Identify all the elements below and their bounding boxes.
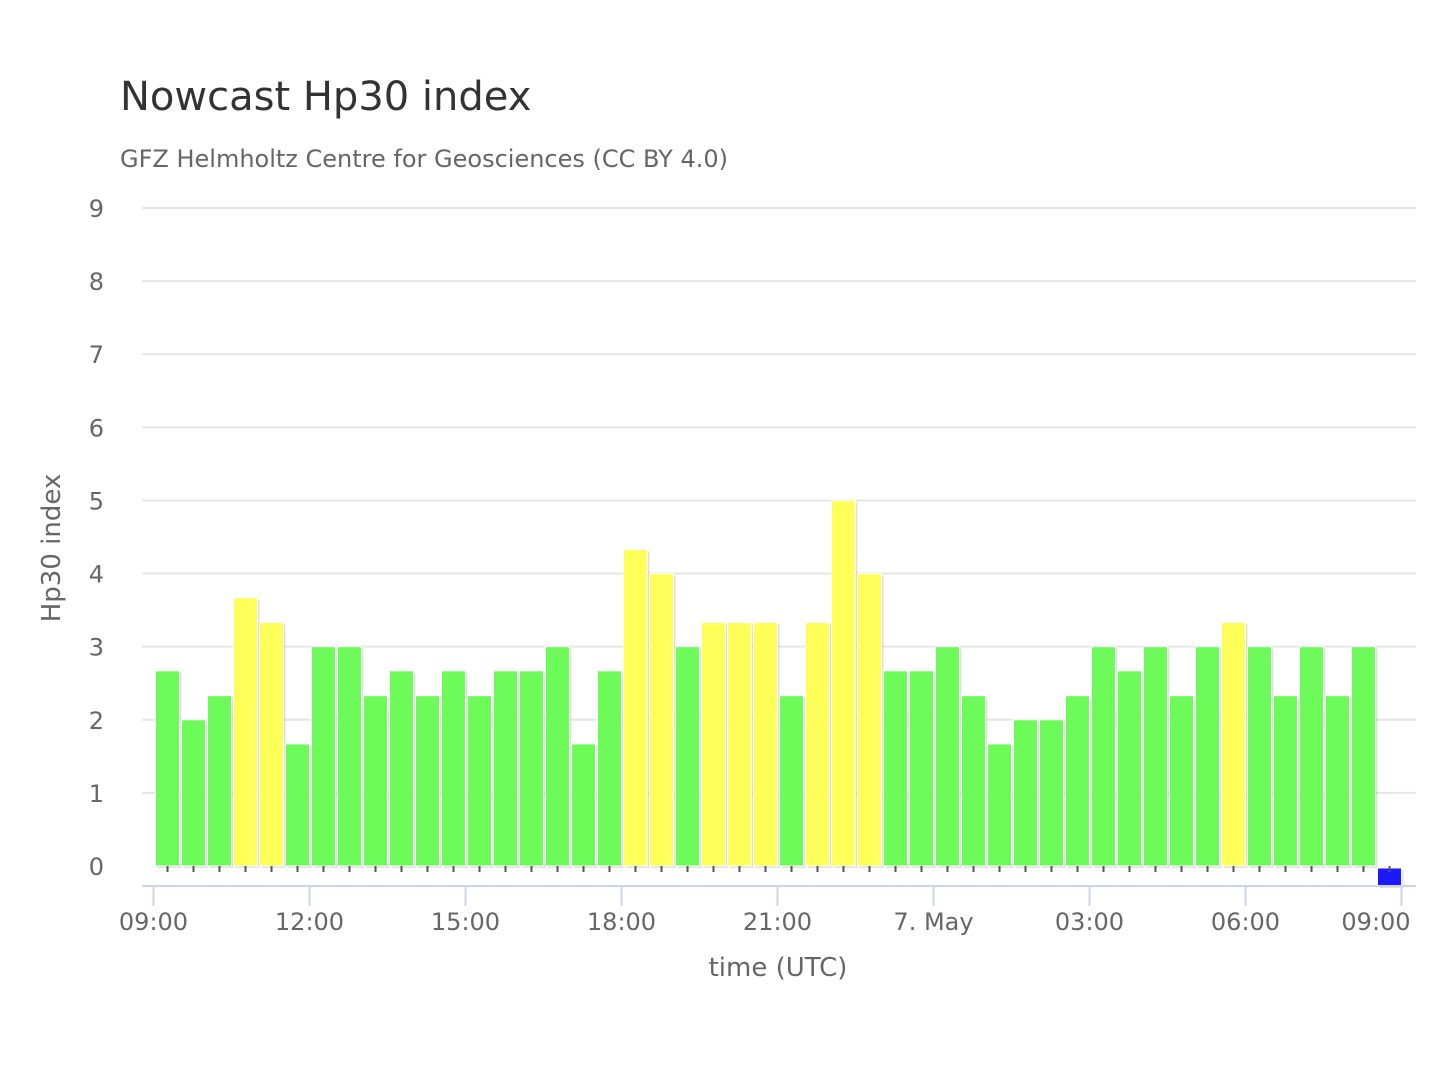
bar[interactable] <box>1039 719 1064 867</box>
bar[interactable] <box>1221 622 1246 867</box>
bar[interactable] <box>831 499 856 867</box>
bar[interactable] <box>649 573 674 867</box>
bar[interactable] <box>441 670 466 867</box>
bar[interactable] <box>337 646 362 867</box>
y-tick-label: 5 <box>89 487 104 515</box>
bar[interactable] <box>857 573 882 867</box>
bar[interactable] <box>883 670 908 867</box>
bar[interactable] <box>285 743 310 867</box>
chart-title: Nowcast Hp30 index <box>120 74 532 120</box>
bar[interactable] <box>519 670 544 867</box>
bar[interactable] <box>1299 646 1324 867</box>
bar[interactable] <box>909 670 934 867</box>
bar[interactable] <box>805 622 830 867</box>
chart-subtitle: GFZ Helmholtz Centre for Geosciences (CC… <box>120 145 729 173</box>
x-tick-label: 12:00 <box>275 908 344 936</box>
bar[interactable] <box>545 646 570 867</box>
y-tick-label: 2 <box>89 707 104 735</box>
bar[interactable] <box>779 695 804 867</box>
bar[interactable] <box>1143 646 1168 867</box>
bars <box>155 499 1404 888</box>
x-tick-label: 09:00 <box>1341 908 1410 936</box>
y-tick-label: 8 <box>89 268 104 296</box>
bar[interactable] <box>1117 670 1142 867</box>
bar[interactable] <box>1013 719 1038 867</box>
x-axis: 09:00 12:00 15:00 18:00 21:00 7. May 03:00 06:0… <box>119 866 1416 936</box>
bar[interactable] <box>389 670 414 867</box>
bar[interactable] <box>155 670 180 867</box>
y-tick-label: 0 <box>89 853 104 881</box>
y-tick-label: 9 <box>89 195 104 223</box>
bar[interactable] <box>935 646 960 867</box>
y-axis-ticks: 0 1 2 3 4 5 6 7 8 9 <box>89 195 104 881</box>
bar[interactable] <box>727 622 752 867</box>
bar[interactable] <box>1195 646 1220 867</box>
bar[interactable] <box>571 743 596 867</box>
x-tick-label: 7. May <box>893 908 973 936</box>
bar[interactable] <box>597 670 622 867</box>
y-tick-label: 3 <box>89 634 104 662</box>
bar[interactable] <box>1247 646 1272 867</box>
bar[interactable] <box>1169 695 1194 867</box>
x-axis-label: time (UTC) <box>709 953 848 983</box>
bar[interactable] <box>415 695 440 867</box>
bar[interactable] <box>233 597 258 867</box>
x-tick-label: 06:00 <box>1211 908 1280 936</box>
x-tick-label: 15:00 <box>431 908 500 936</box>
grid-lines <box>142 207 1416 794</box>
bar[interactable] <box>701 622 726 867</box>
bar[interactable] <box>987 743 1012 867</box>
bar[interactable] <box>623 548 648 867</box>
bar[interactable] <box>1065 695 1090 867</box>
bar[interactable] <box>1091 646 1116 867</box>
bar[interactable] <box>493 670 518 867</box>
bar[interactable] <box>259 622 284 867</box>
bar[interactable] <box>1351 646 1376 867</box>
y-tick-label: 7 <box>89 341 104 369</box>
y-tick-label: 4 <box>89 561 104 589</box>
x-tick-label: 03:00 <box>1055 908 1124 936</box>
x-tick-label: 09:00 <box>119 908 188 936</box>
bar[interactable] <box>181 719 206 867</box>
bar[interactable] <box>753 622 778 867</box>
bar[interactable] <box>1273 695 1298 867</box>
y-axis-label: Hp30 index <box>37 474 67 623</box>
bar[interactable] <box>207 695 232 867</box>
y-tick-label: 1 <box>89 780 104 808</box>
bar[interactable] <box>675 646 700 867</box>
bar[interactable] <box>961 695 986 867</box>
x-tick-label: 21:00 <box>743 908 812 936</box>
bar[interactable] <box>467 695 492 867</box>
y-tick-label: 6 <box>89 414 104 442</box>
bar[interactable] <box>311 646 336 867</box>
bar[interactable] <box>363 695 388 867</box>
x-tick-label: 18:00 <box>587 908 656 936</box>
bar[interactable] <box>1325 695 1350 867</box>
